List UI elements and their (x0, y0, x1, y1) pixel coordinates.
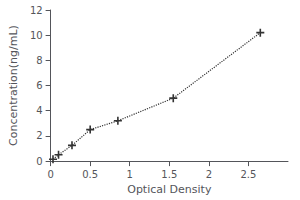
svg-text:8: 8 (36, 55, 42, 66)
svg-text:0: 0 (47, 169, 53, 180)
svg-text:2: 2 (36, 130, 42, 141)
svg-text:10: 10 (30, 30, 43, 41)
svg-text:Optical Density: Optical Density (127, 183, 212, 196)
svg-text:12: 12 (30, 5, 43, 16)
svg-text:1.5: 1.5 (161, 169, 177, 180)
svg-text:0.5: 0.5 (82, 169, 98, 180)
svg-text:2: 2 (206, 169, 212, 180)
svg-text:1: 1 (127, 169, 133, 180)
svg-text:4: 4 (36, 105, 42, 116)
svg-text:6: 6 (36, 80, 42, 91)
svg-text:0: 0 (36, 156, 42, 167)
svg-text:2.5: 2.5 (240, 169, 256, 180)
svg-text:Concentration(ng/mL): Concentration(ng/mL) (7, 25, 20, 146)
